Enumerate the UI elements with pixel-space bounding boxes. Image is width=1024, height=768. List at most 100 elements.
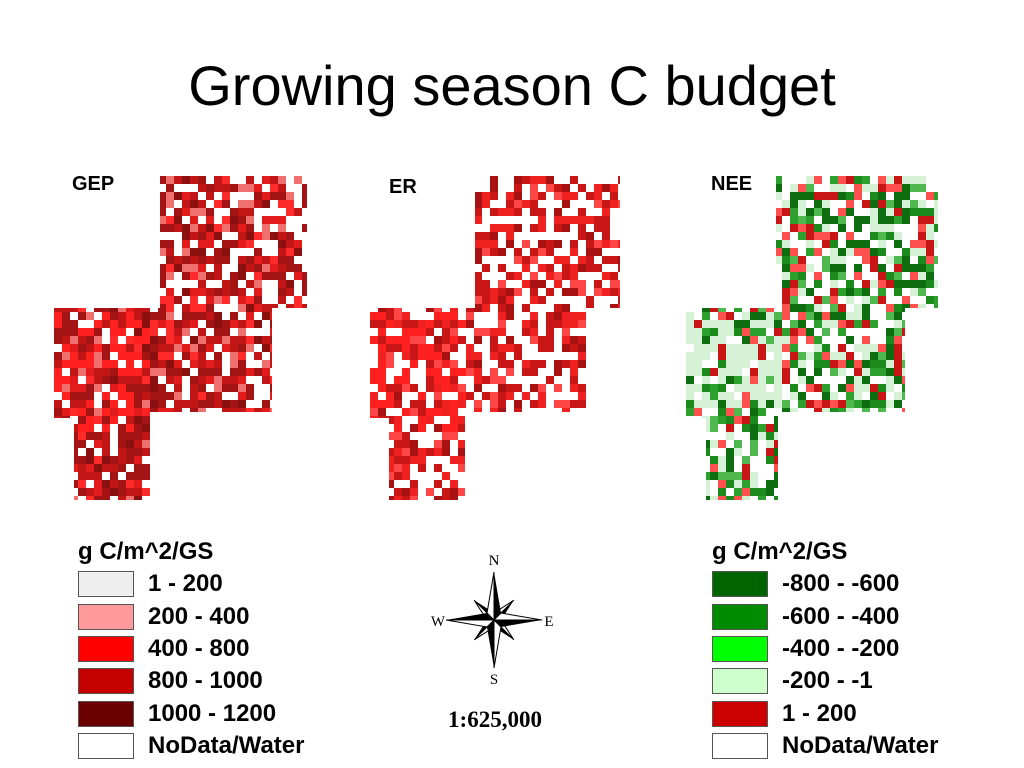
map-pixel (158, 496, 166, 500)
map-pixel (286, 208, 294, 216)
map-pixel (918, 184, 926, 192)
map-pixel (750, 264, 758, 272)
map-pixel (182, 176, 190, 184)
map-pixel (198, 496, 206, 500)
panel-label-er: ER (389, 176, 417, 198)
map-pixel (726, 312, 734, 320)
map-pixel (506, 344, 514, 352)
map-pixel (70, 224, 78, 232)
map-pixel (238, 312, 246, 320)
map-pixel (410, 272, 418, 280)
map-pixel (270, 280, 278, 288)
panel-label-gep: GEP (72, 173, 115, 195)
map-pixel (814, 280, 822, 288)
map-pixel (490, 280, 498, 288)
map-pixel (710, 376, 718, 384)
map-pixel (286, 232, 294, 240)
map-pixel (458, 472, 466, 480)
map-pixel (734, 392, 742, 400)
map-pixel (734, 216, 742, 224)
map-pixel (710, 464, 718, 472)
map-pixel (206, 240, 214, 248)
map-pixel (466, 304, 474, 312)
map-pixel (270, 376, 278, 384)
map-pixel (570, 352, 578, 360)
map-pixel (570, 360, 578, 368)
map-pixel (386, 288, 394, 296)
map-pixel (86, 304, 94, 312)
map-pixel (174, 376, 182, 384)
map-pixel (302, 488, 307, 496)
map-pixel (710, 432, 718, 440)
map-pixel (766, 192, 774, 200)
map-pixel (386, 336, 394, 344)
map-pixel (270, 456, 278, 464)
map-pixel (610, 192, 618, 200)
map-pixel (246, 496, 254, 500)
map-pixel (126, 384, 134, 392)
map-pixel (182, 368, 190, 376)
map-pixel (934, 272, 938, 280)
map-pixel (70, 440, 78, 448)
map-pixel (902, 360, 910, 368)
map-pixel (434, 328, 442, 336)
map-pixel (838, 336, 846, 344)
map-pixel (766, 232, 774, 240)
map-pixel (214, 424, 222, 432)
map-pixel (846, 376, 854, 384)
map-pixel (190, 400, 198, 408)
map-pixel (814, 440, 822, 448)
map-pixel (562, 480, 570, 488)
map-pixel (142, 184, 150, 192)
map-pixel (878, 216, 886, 224)
map-pixel (838, 272, 846, 280)
map-pixel (878, 360, 886, 368)
map-pixel (554, 224, 562, 232)
map-pixel (530, 272, 538, 280)
map-pixel (814, 192, 822, 200)
map-pixel (482, 296, 490, 304)
map-pixel (198, 368, 206, 376)
map-pixel (758, 472, 766, 480)
map-pixel (402, 440, 410, 448)
map-pixel (246, 416, 254, 424)
map-pixel (458, 248, 466, 256)
map-pixel (134, 328, 142, 336)
map-pixel (254, 176, 262, 184)
map-pixel (262, 456, 270, 464)
map-pixel (70, 232, 78, 240)
map-pixel (222, 280, 230, 288)
map-pixel (498, 368, 506, 376)
map-pixel (934, 424, 938, 432)
map-pixel (710, 288, 718, 296)
map-pixel (702, 248, 710, 256)
map-pixel (190, 216, 198, 224)
map-pixel (910, 288, 918, 296)
map-pixel (686, 448, 694, 456)
map-pixel (886, 248, 894, 256)
map-pixel (546, 360, 554, 368)
map-pixel (206, 488, 214, 496)
map-pixel (126, 288, 134, 296)
map-pixel (838, 344, 846, 352)
map-pixel (394, 176, 402, 184)
map-pixel (54, 384, 62, 392)
map-pixel (562, 432, 570, 440)
map-pixel (458, 336, 466, 344)
map-pixel (686, 240, 694, 248)
map-pixel (418, 408, 426, 416)
map-pixel (54, 456, 62, 464)
map-pixel (734, 296, 742, 304)
map-pixel (302, 432, 307, 440)
map-pixel (878, 352, 886, 360)
map-pixel (686, 384, 694, 392)
map-pixel (386, 352, 394, 360)
legend-item: -400 - -200 (712, 633, 938, 665)
map-pixel (926, 344, 934, 352)
map-pixel (434, 416, 442, 424)
map-pixel (838, 288, 846, 296)
map-pixel (742, 376, 750, 384)
map-pixel (498, 328, 506, 336)
map-pixel (70, 368, 78, 376)
map-pixel (506, 224, 514, 232)
